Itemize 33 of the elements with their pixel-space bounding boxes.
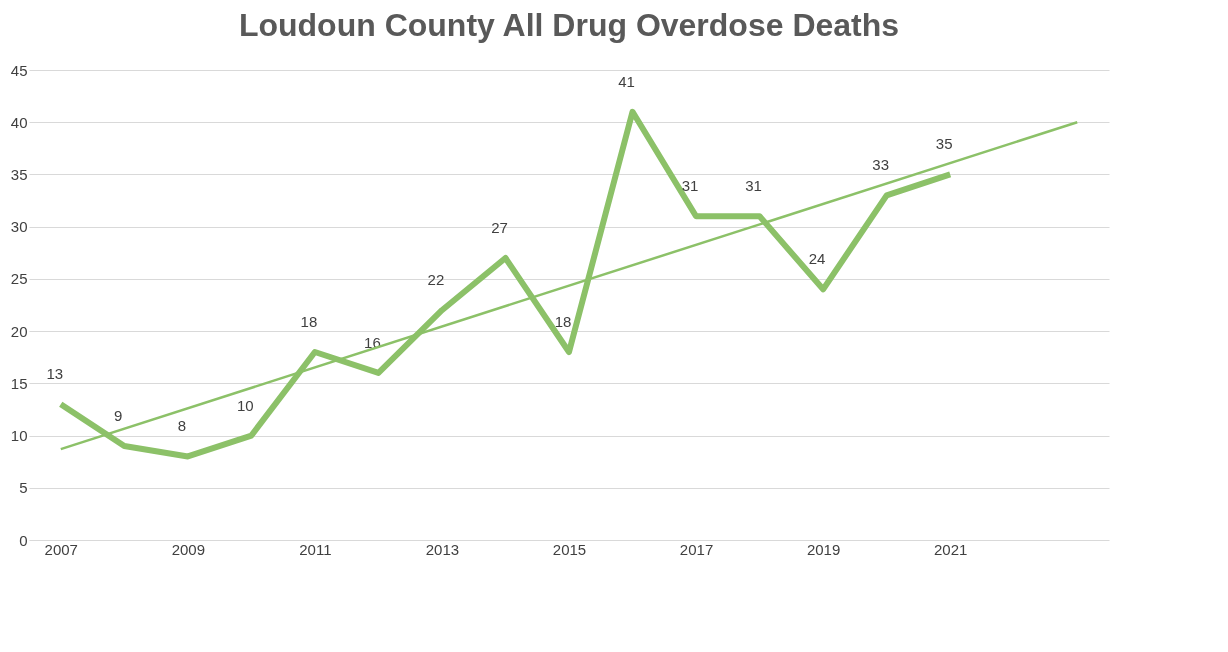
data-label: 41 [618, 72, 635, 90]
chart-title: Loudoun County All Drug Overdose Deaths [238, 7, 900, 43]
data-label: 22 [427, 271, 445, 289]
data-label: 35 [935, 135, 953, 153]
data-label: 24 [808, 250, 826, 268]
data-label: 18 [554, 313, 572, 330]
y-tick-label: 10 [10, 427, 28, 445]
y-tick-label: 40 [10, 113, 28, 131]
data-label: 31 [681, 177, 699, 195]
y-tick-label: 0 [19, 531, 28, 549]
x-tick-label: 2013 [425, 540, 460, 558]
y-tick-label: 20 [10, 322, 28, 340]
data-label: 8 [177, 417, 186, 435]
y-tick-label: 25 [10, 270, 28, 288]
data-label: 27 [491, 219, 508, 236]
y-tick-label: 15 [10, 374, 28, 392]
x-tick-label: 2015 [552, 540, 587, 558]
data-label: 18 [300, 313, 318, 330]
x-tick-label: 2019 [806, 540, 841, 558]
data-label: 9 [114, 407, 123, 424]
x-tick-label: 2017 [679, 540, 714, 558]
x-tick-label: 2011 [299, 540, 332, 558]
data-label: 10 [237, 396, 254, 414]
y-tick-label: 5 [19, 479, 28, 497]
y-tick-label: 30 [10, 218, 28, 236]
x-tick-label: 2009 [171, 540, 206, 558]
data-label: 31 [745, 177, 762, 195]
data-label: 33 [872, 156, 889, 174]
x-tick-label: 2007 [44, 540, 78, 558]
data-label: 13 [46, 365, 64, 383]
y-tick-label: 35 [10, 165, 28, 183]
x-tick-label: 2021 [933, 540, 968, 558]
y-tick-label: 45 [10, 61, 28, 79]
